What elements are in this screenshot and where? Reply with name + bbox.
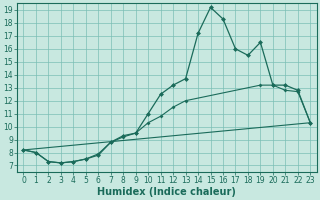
X-axis label: Humidex (Indice chaleur): Humidex (Indice chaleur) [98,187,236,197]
